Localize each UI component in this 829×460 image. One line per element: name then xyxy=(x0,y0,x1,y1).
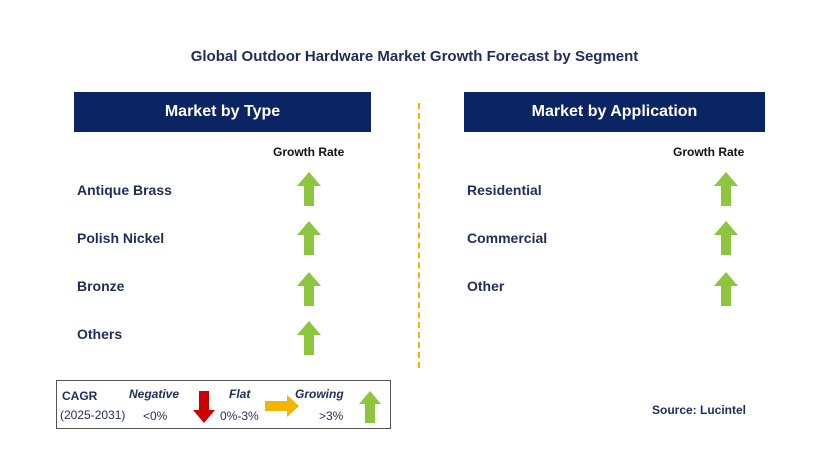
application-row-other: Other xyxy=(467,278,505,294)
application-growth-rate-label: Growth Rate xyxy=(673,145,745,159)
application-row-commercial: Commercial xyxy=(467,230,548,246)
up-arrow-icon xyxy=(297,272,321,306)
type-row-bronze: Bronze xyxy=(77,278,125,294)
cagr-legend: CAGR (2025-2031) Negative <0% Flat 0%-3%… xyxy=(56,380,391,429)
up-arrow-icon xyxy=(714,272,738,306)
application-row-residential: Residential xyxy=(467,182,542,198)
legend-growing-range: >3% xyxy=(319,409,344,423)
up-arrow-icon xyxy=(714,221,738,255)
legend-period: (2025-2031) xyxy=(60,408,126,422)
up-arrow-icon xyxy=(297,172,321,206)
legend-growing-label: Growing xyxy=(295,387,344,401)
type-growth-rate-label: Growth Rate xyxy=(273,145,345,159)
market-by-type-header: Market by Type xyxy=(74,92,371,132)
up-arrow-icon xyxy=(297,321,321,355)
down-arrow-icon xyxy=(193,391,215,423)
up-arrow-icon xyxy=(359,391,381,423)
right-arrow-icon xyxy=(265,395,299,417)
up-arrow-icon xyxy=(297,221,321,255)
legend-cagr-label: CAGR xyxy=(62,389,98,403)
legend-negative-range: <0% xyxy=(143,409,168,423)
legend-flat-label: Flat xyxy=(229,387,251,401)
type-row-polish-nickel: Polish Nickel xyxy=(77,230,165,246)
legend-flat-range: 0%-3% xyxy=(220,409,259,423)
type-row-antique-brass: Antique Brass xyxy=(77,182,172,198)
chart-title: Global Outdoor Hardware Market Growth Fo… xyxy=(190,48,639,65)
type-row-others: Others xyxy=(77,326,123,342)
up-arrow-icon xyxy=(714,172,738,206)
legend-negative-label: Negative xyxy=(129,387,180,401)
source-note: Source: Lucintel xyxy=(652,403,747,417)
panel-divider xyxy=(418,103,420,368)
market-by-application-header: Market by Application xyxy=(464,92,765,132)
